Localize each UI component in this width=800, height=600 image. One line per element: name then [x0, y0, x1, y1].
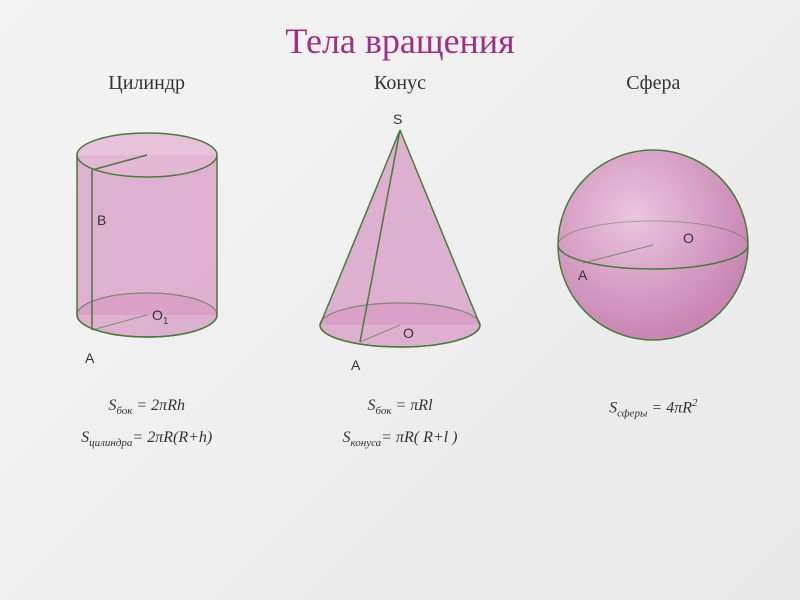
point-b-label: B: [97, 212, 106, 228]
sphere-formula-1: Sсферы = 4πR2: [609, 397, 697, 420]
point-o-label: O: [403, 325, 414, 341]
point-a-sphere-label: A: [578, 267, 588, 283]
sphere-figure: O A: [548, 105, 758, 385]
sphere-label: Сфера: [626, 72, 680, 95]
cylinder-column: Цилиндр B O1 A: [22, 72, 272, 450]
cylinder-figure: B O1 A: [57, 105, 237, 385]
cone-label: Конус: [374, 72, 426, 95]
point-o-sphere-label: O: [683, 230, 694, 246]
point-s-label: S: [393, 111, 402, 127]
point-a-cone-label: A: [351, 357, 361, 373]
sphere-formula-2: [651, 432, 655, 450]
cylinder-formula-2: Sцилиндра= 2πR(R+h): [81, 429, 212, 449]
cone-column: Конус S O A Sбок = πRl Sконуса= πR(: [275, 72, 525, 450]
cone-figure: S O A: [305, 105, 495, 385]
cylinder-label: Цилиндр: [108, 72, 185, 95]
sphere-column: Сфера O A Sсферы = 4πR2: [528, 72, 778, 450]
cone-formula-1: Sбок = πRl: [367, 397, 432, 417]
shapes-row: Цилиндр B O1 A: [0, 62, 800, 450]
cone-formula-2: Sконуса= πR( R+l ): [343, 429, 458, 449]
cylinder-formula-1: Sбок = 2πRh: [108, 397, 185, 417]
page-title: Тела вращения: [0, 0, 800, 62]
point-a-label: A: [85, 350, 95, 366]
